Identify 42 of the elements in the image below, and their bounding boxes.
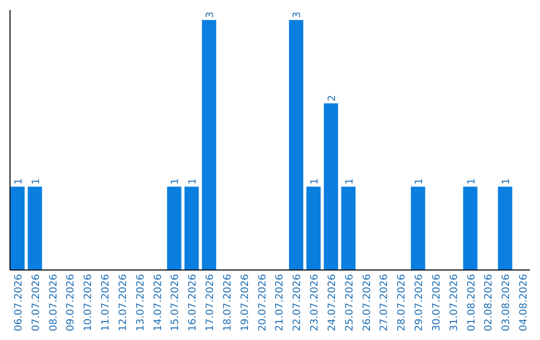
x-tick-label: 11.07.2026: [100, 274, 112, 332]
x-tick-label: 17.07.2026: [205, 274, 216, 332]
x-tick-label: 18.07.2026: [222, 274, 234, 332]
x-tick-label: 29.07.2026: [414, 274, 426, 332]
x-tick-label: 12.07.2026: [118, 274, 129, 332]
x-tick-label: 03.08.2026: [501, 274, 512, 332]
x-tick-label: 13.07.2026: [135, 274, 146, 332]
data-label: 1: [344, 178, 356, 185]
x-tick-label: 20.07.2026: [257, 274, 268, 332]
x-tick-label: 24.07.2026: [326, 274, 338, 332]
data-label: 1: [466, 178, 478, 185]
x-tick-label: 28.07.2026: [396, 274, 408, 332]
x-tick-label: 15.07.2026: [170, 274, 182, 332]
data-label: 3: [205, 12, 216, 18]
data-label: 3: [292, 12, 304, 18]
x-tick-label: 14.07.2026: [152, 274, 164, 332]
data-label: 1: [170, 178, 182, 185]
data-label: 1: [30, 178, 42, 185]
x-tick-label: 26.07.2026: [362, 274, 373, 332]
x-tick-label: 09.07.2026: [66, 274, 77, 332]
x-tick-label: 31.07.2026: [448, 274, 460, 332]
x-tick-label: 08.07.2026: [48, 274, 60, 332]
x-tick-label: 16.07.2026: [188, 274, 199, 332]
data-label: 1: [310, 178, 321, 185]
x-tick-label: 23.07.2026: [310, 274, 321, 332]
x-tick-label: 25.07.2026: [344, 274, 356, 332]
data-label: 1: [188, 178, 199, 185]
x-tick-label: 21.07.2026: [274, 274, 286, 332]
x-tick-label: 01.08.2026: [466, 274, 478, 332]
data-label: 2: [326, 94, 338, 102]
data-label: 1: [414, 178, 426, 185]
x-tick-label: 06.07.2026: [13, 274, 24, 332]
x-tick-label: 04.08.2026: [518, 274, 530, 332]
x-tick-label: 22.07.2026: [292, 274, 304, 332]
x-tick-label: 27.07.2026: [379, 274, 390, 332]
x-tick-label: 07.07.2026: [30, 274, 42, 332]
x-tick-label: 19.07.2026: [240, 274, 251, 332]
data-label: 1: [501, 178, 512, 185]
x-tick-label: 30.07.2026: [431, 274, 442, 332]
x-tick-label: 02.08.2026: [484, 274, 495, 332]
x-tick-label: 10.07.2026: [83, 274, 94, 332]
data-label: 1: [13, 178, 24, 185]
